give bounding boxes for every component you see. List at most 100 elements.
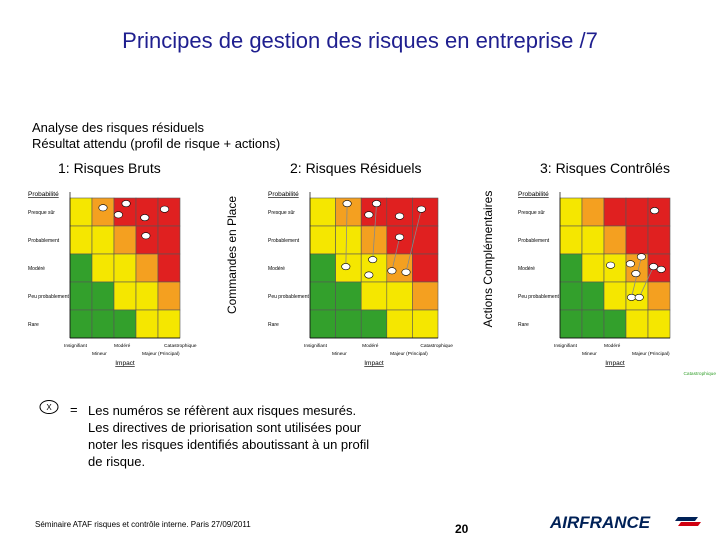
row-label: Rare [268, 322, 279, 328]
risk-marker [648, 263, 658, 271]
marker-legend-icon: X [39, 400, 59, 414]
row-label: Peu probablement [268, 294, 309, 300]
risk-marker [113, 211, 123, 219]
section-title-controles: 3: Risques Contrôlés [540, 160, 670, 176]
matrix-cell [412, 309, 439, 339]
matrix-cell [135, 309, 159, 339]
risk-marker [387, 267, 397, 275]
y-axis-title: Probabilité [28, 191, 59, 198]
row-label: Rare [28, 322, 39, 328]
risk-marker [625, 260, 635, 268]
row-label: Presque sûr [268, 210, 295, 216]
matrix-cell [559, 281, 583, 311]
matrix-cell [559, 309, 583, 339]
airfrance-logo: AIRFRANCE [549, 513, 701, 532]
matrix-cell [360, 281, 388, 311]
matrix-cell [559, 225, 583, 255]
matrix-cell [91, 253, 115, 283]
matrix-cell [135, 197, 159, 227]
risk-marker [364, 271, 374, 279]
matrix-cell [625, 309, 649, 339]
movement-arrow [631, 256, 642, 298]
risk-marker [395, 212, 405, 220]
matrix-cell [135, 253, 159, 283]
legend-line-3: noter les risques identifiés aboutissant… [88, 437, 370, 452]
risk-marker [364, 211, 374, 219]
risk-marker [160, 205, 170, 213]
legend-equals: = [70, 402, 78, 417]
row-label: Rare [518, 322, 529, 328]
matrix-cell [386, 309, 413, 339]
matrix-cell [91, 225, 115, 255]
matrix-cell [135, 281, 159, 311]
matrix-cell [559, 197, 583, 227]
risk-marker [121, 200, 131, 208]
matrix-cell [91, 197, 115, 227]
x-tick-label: Insignifiant [64, 343, 88, 349]
matrix-cell [603, 197, 627, 227]
movement-arrow [638, 266, 654, 298]
row-label: Probablement [28, 238, 60, 244]
movement-arrow [372, 203, 377, 260]
page-number: 20 [455, 522, 469, 536]
matrix-cell [113, 309, 137, 339]
risk-marker [606, 261, 616, 269]
x-tick-label: Catastrophique [420, 343, 453, 349]
x-tick-label: Majeur (Principal) [632, 351, 670, 357]
matrix-cell [309, 281, 336, 311]
x-tick-label: Majeur (Principal) [390, 351, 428, 357]
legend-text: Les numéros se réfèrent aux risques mesu… [88, 402, 369, 470]
row-label: Peu probablement [518, 294, 559, 300]
legend-line-1: Les numéros se réfèrent aux risques mesu… [88, 403, 357, 418]
x-tick-label: Modéré [604, 343, 621, 349]
x-tick-label: Catastrophique [164, 343, 197, 349]
risk-marker [656, 265, 666, 273]
matrix-cell [581, 197, 605, 227]
y-axis-title: Probabilité [518, 191, 549, 198]
risk-marker [341, 263, 351, 271]
matrix-cell [157, 225, 181, 255]
matrix-cell [412, 197, 439, 227]
x-tick-label: Insignifiant [304, 343, 328, 349]
airfrance-logo-stripes-icon [675, 517, 701, 526]
risk-marker [626, 293, 636, 301]
matrix-cell [581, 309, 605, 339]
matrix-cell [647, 225, 671, 255]
x-tick-label: Majeur (Principal) [142, 351, 180, 357]
matrix-cell [113, 225, 137, 255]
risk-marker [395, 233, 405, 241]
movement-arrow [345, 203, 348, 267]
matrix-cell [135, 225, 159, 255]
row-label: Presque sûr [28, 210, 55, 216]
movement-arrow [391, 237, 400, 271]
matrix-cell [309, 225, 336, 255]
matrix-cell [335, 281, 362, 311]
risk-marker [416, 205, 426, 213]
movement-arrow [405, 209, 422, 273]
matrix-cell [69, 309, 93, 339]
matrix-cell [625, 225, 649, 255]
legend-line-4: de risque. [88, 454, 146, 469]
matrix-cell [581, 281, 605, 311]
footer-text: Séminaire ATAF risques et contrôle inter… [35, 520, 251, 529]
matrix-cell [157, 281, 181, 311]
matrix-cell [113, 281, 137, 311]
airfrance-logo-text: AIRFRANCE [549, 513, 651, 532]
section-title-residuels: 2: Risques Résiduels [290, 160, 422, 176]
subtitle-line-1: Analyse des risques résiduels [32, 120, 204, 135]
matrix-cell [309, 253, 336, 283]
matrix-cell [91, 281, 115, 311]
risk-marker [650, 207, 660, 215]
x-tick-label: Modéré [362, 343, 379, 349]
subtitle-line-2: Résultat attendu (profil de risque + act… [32, 136, 281, 151]
risk-marker [140, 214, 150, 222]
matrix-cell [335, 309, 362, 339]
risk-marker [342, 200, 352, 208]
matrix-cell [412, 253, 439, 283]
x-axis-title: Impact [115, 360, 135, 367]
risk-marker [98, 204, 108, 212]
x-tick-label: Modéré [114, 343, 131, 349]
row-label: Presque sûr [518, 210, 545, 216]
matrix-cell [69, 281, 93, 311]
legend-line-2: Les directives de priorisation sont util… [88, 420, 362, 435]
